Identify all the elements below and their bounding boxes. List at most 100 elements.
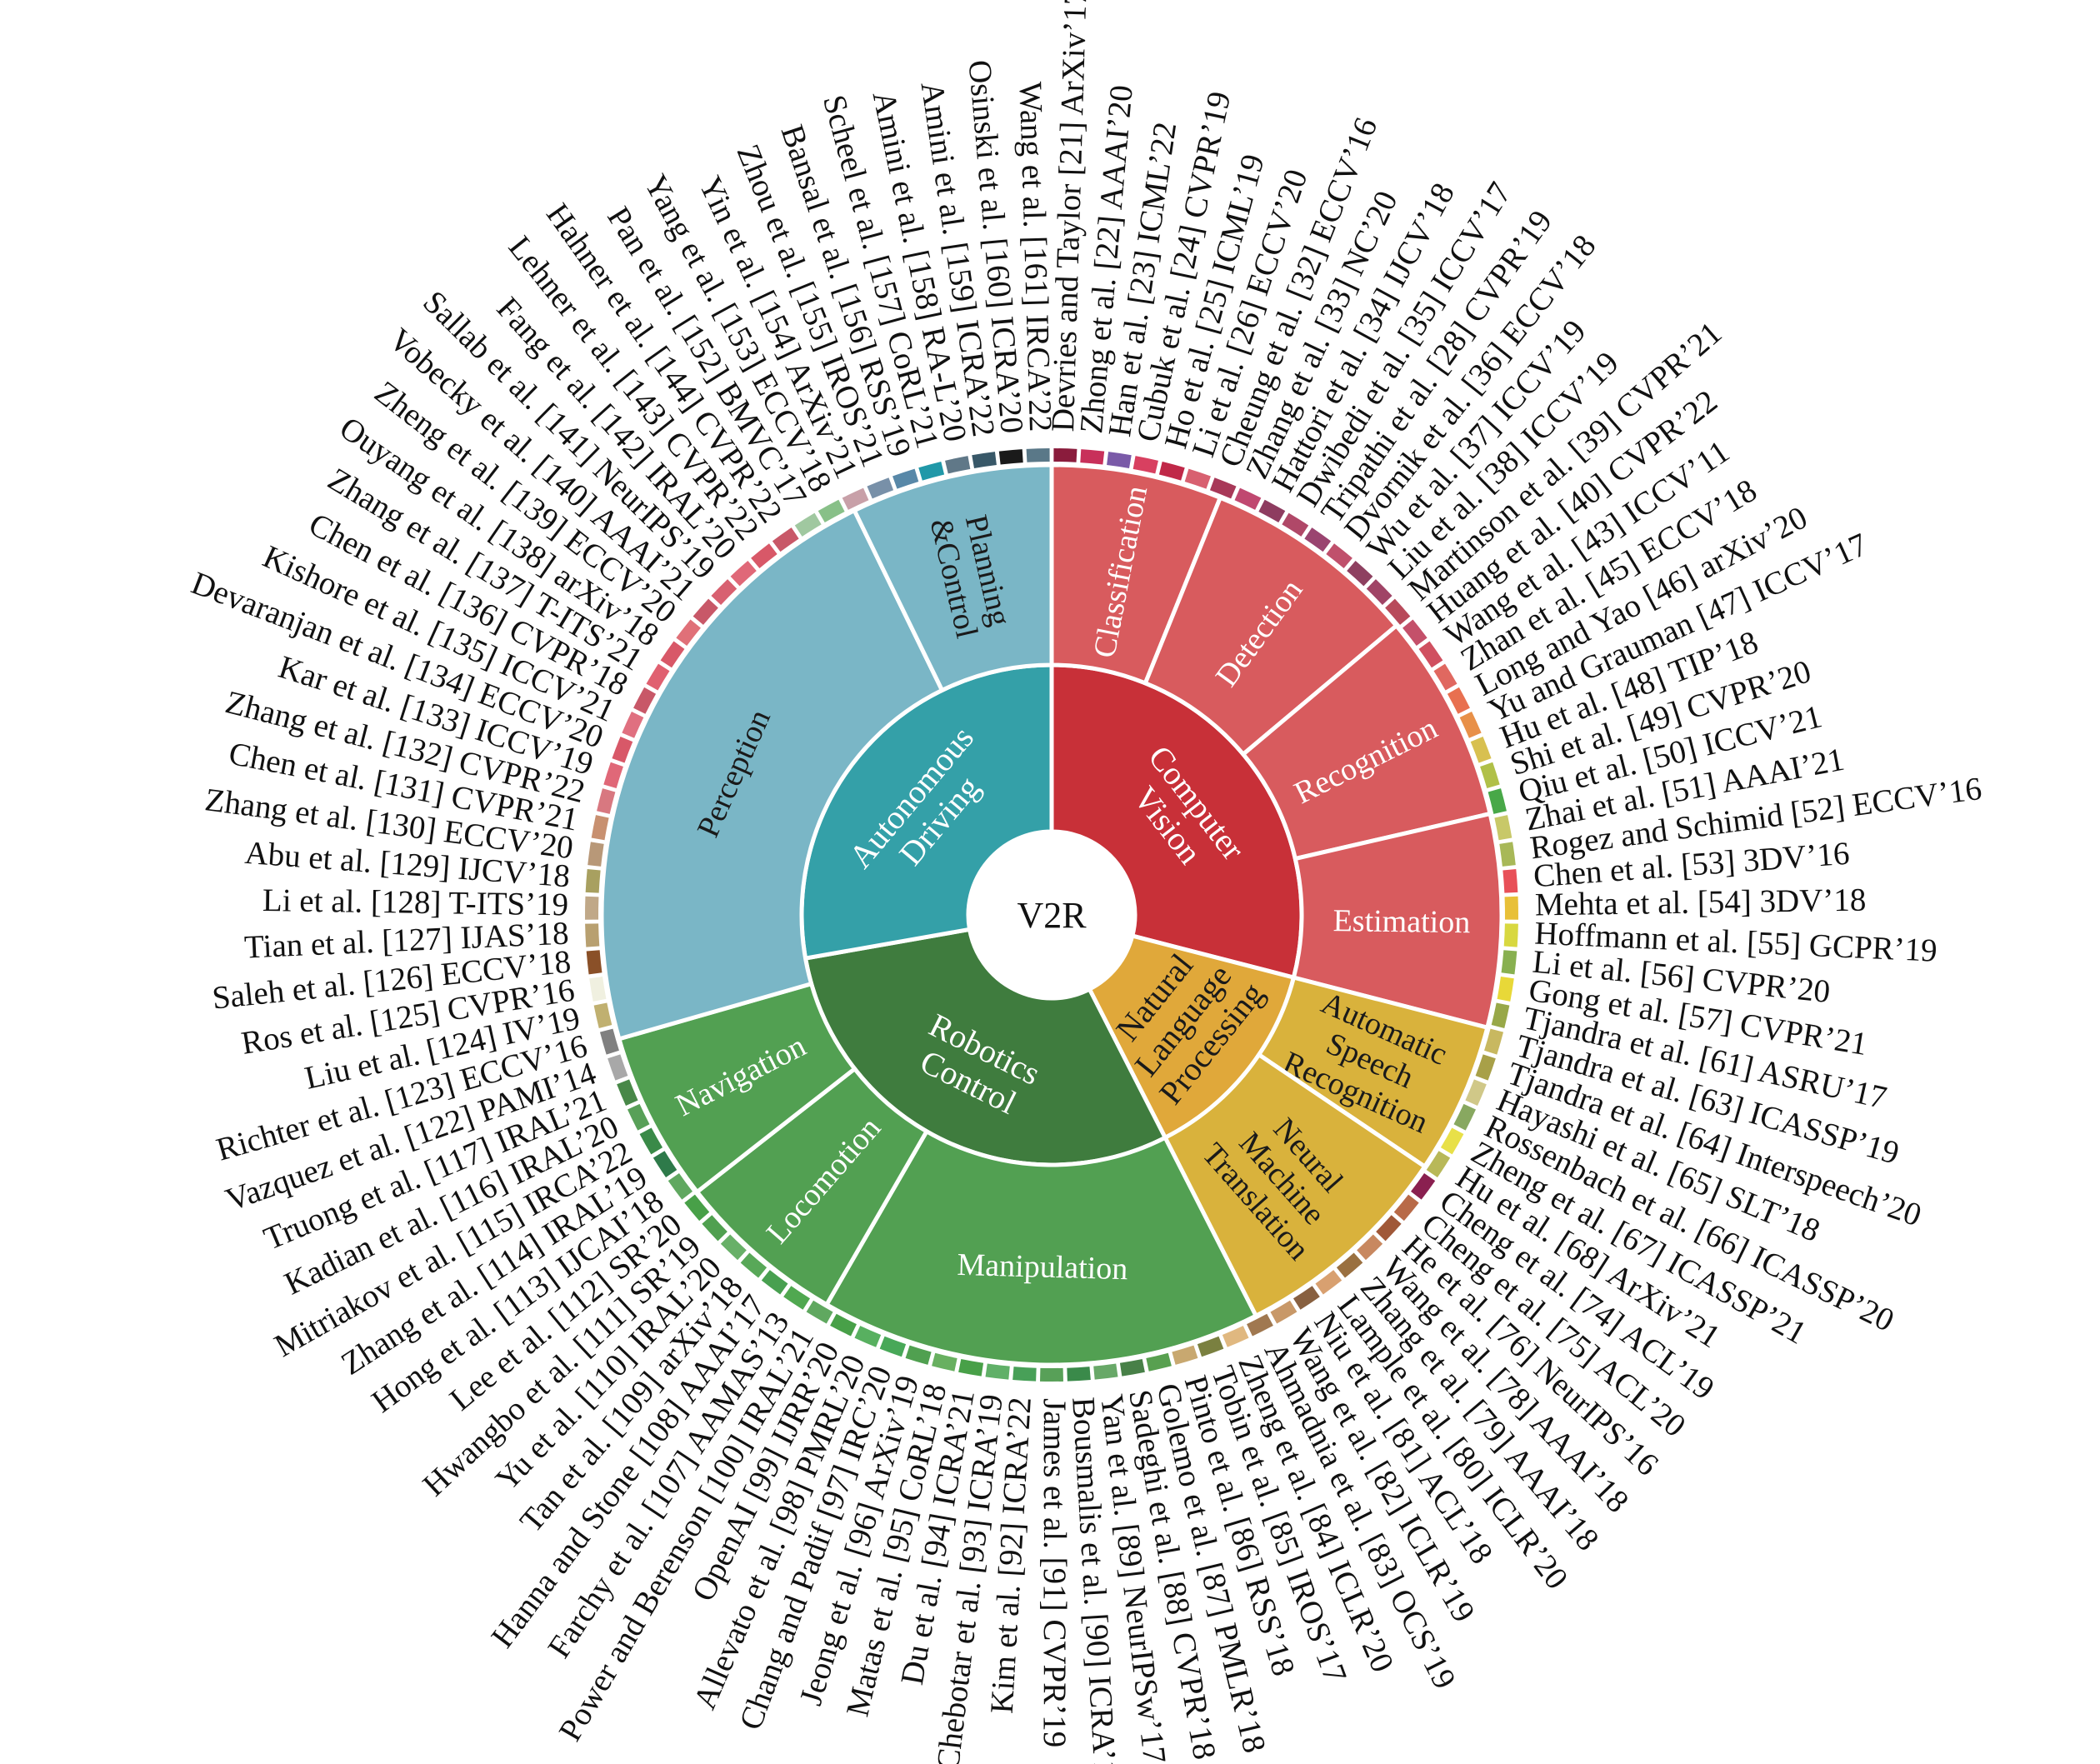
outer-cell: [622, 712, 644, 738]
outer-cell: [612, 737, 633, 763]
outer-cell: [588, 842, 604, 867]
outer-cell: [711, 579, 738, 605]
outer-cell: [1209, 477, 1237, 499]
outer-cell: [597, 788, 616, 814]
outer-cell: [608, 1054, 628, 1081]
outer-cell: [1447, 687, 1470, 714]
center-circle: [968, 832, 1135, 998]
outer-cell: [918, 461, 945, 481]
outer-cell: [1053, 448, 1078, 462]
middle-ring: Classification DetectionRecognitionEstima…: [599, 462, 1504, 1367]
outer-cell: [1475, 1054, 1496, 1081]
outer-cell: [1197, 1336, 1224, 1357]
outer-cell: [1282, 512, 1309, 537]
outer-cell: [1040, 1367, 1063, 1382]
outer-cell: [867, 477, 894, 499]
outer-cell: [591, 815, 609, 841]
outer-cell: [892, 468, 919, 489]
outer-cell: [806, 1300, 833, 1324]
outer-cell: [720, 1234, 747, 1261]
outer-cell: [1012, 1367, 1037, 1382]
outer-cell: [1222, 1326, 1249, 1347]
outer-cell: [1488, 788, 1507, 814]
outer-cell: [628, 1103, 650, 1131]
outer-cell: [730, 560, 757, 587]
outer-cell: [1119, 1359, 1145, 1377]
outer-cell: [1497, 977, 1514, 1002]
outer-cell: [879, 1336, 907, 1357]
outer-cell: [1234, 487, 1262, 510]
outer-cell: [1433, 663, 1458, 691]
outer-cell: [1304, 527, 1332, 552]
outer-cell: [740, 1252, 768, 1278]
outer-cell: [1503, 923, 1518, 947]
outer-cell: [1067, 1367, 1091, 1382]
outer-cell: [1093, 1363, 1118, 1380]
outer-cell: [783, 1286, 811, 1310]
outer-cell: [1459, 712, 1482, 738]
outer-cell: [1385, 598, 1411, 625]
outer-cell: [1172, 1345, 1198, 1365]
outer-cell: [905, 1345, 932, 1365]
outer-cell: [772, 527, 799, 552]
outer-cell: [1501, 950, 1518, 975]
outer-cell: [1411, 1172, 1436, 1200]
outer-cell: [998, 449, 1023, 465]
outer-cell: [1107, 452, 1132, 469]
middle-label-manipulation: Manipulation: [957, 1247, 1128, 1287]
outer-cell: [603, 762, 623, 788]
outer-cell: [1258, 499, 1286, 523]
outer-cell: [676, 619, 701, 647]
outer-cell: [586, 950, 602, 975]
middle-label-manipulation-line: Manipulation: [957, 1247, 1128, 1287]
outer-cell: [818, 499, 845, 523]
outer-cell: [972, 452, 997, 469]
outer-cell: [932, 1352, 958, 1372]
outer-cell: [1480, 762, 1500, 788]
middle-segment-perception: [599, 507, 945, 1042]
reference-label: Mehta et al. [54] 3DV’18: [1535, 882, 1867, 923]
outer-cell: [842, 487, 869, 510]
outer-ring: [585, 448, 1518, 1382]
middle-label-estimation-line: Estimation: [1332, 903, 1470, 940]
outer-cell: [585, 868, 601, 893]
outer-cell: [1426, 1151, 1451, 1178]
outer-cell: [830, 1313, 857, 1337]
outer-cell: [668, 1172, 692, 1200]
outer-cell: [1376, 1215, 1402, 1242]
outer-cell: [702, 1215, 728, 1242]
outer-cell: [1292, 1286, 1320, 1310]
outer-cell: [660, 641, 685, 668]
outer-cell: [1132, 456, 1158, 474]
outer-cell: [652, 1151, 678, 1178]
outer-cell: [985, 1363, 1010, 1380]
outer-cell: [958, 1359, 984, 1377]
outer-cell: [1494, 815, 1512, 841]
outer-cell: [1026, 448, 1050, 462]
outer-cell: [1357, 1234, 1383, 1261]
outer-cell: [1146, 1352, 1172, 1372]
outer-cell: [1080, 449, 1105, 465]
outer-cell: [1315, 1270, 1342, 1295]
outer-cell: [1502, 868, 1518, 893]
outer-cell: [761, 1270, 788, 1295]
middle-segment-manipulation: [823, 1128, 1259, 1367]
outer-cell: [1402, 619, 1428, 647]
outer-cell: [684, 1194, 710, 1222]
outer-cell: [589, 977, 607, 1002]
inner-ring: ComputerVisionNaturalLanguageProcessingR…: [799, 662, 1304, 1167]
outer-cell: [1440, 1127, 1464, 1155]
outer-cell: [1504, 896, 1518, 920]
middle-segment-planning-control: [851, 462, 1054, 693]
outer-cell: [1366, 579, 1392, 605]
outer-cell: [854, 1326, 882, 1347]
outer-cell: [585, 896, 599, 920]
reference-label: James et al. [91] CVPR’19: [1037, 1398, 1072, 1747]
outer-cell: [1499, 842, 1516, 867]
outer-cell: [1418, 641, 1443, 668]
outer-cell: [945, 456, 971, 474]
outer-cell: [593, 1002, 612, 1028]
middle-label-estimation: Estimation: [1332, 903, 1470, 940]
outer-cell: [1484, 1028, 1504, 1055]
